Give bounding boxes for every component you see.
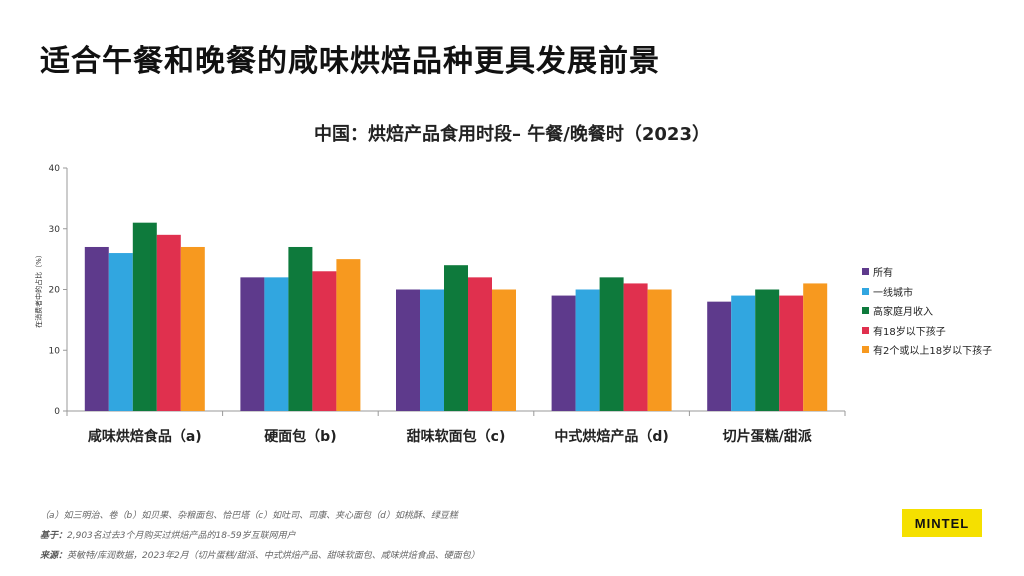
bar	[108, 253, 133, 411]
x-category-label: 中式烘焙产品（d)	[554, 428, 668, 445]
legend-item: 有2个或以上18岁以下孩子	[862, 340, 992, 360]
bar	[575, 289, 600, 411]
bar	[623, 283, 648, 411]
bar	[240, 277, 265, 411]
legend-label: 有18岁以下孩子	[873, 326, 946, 338]
bar	[84, 246, 109, 411]
footnote-source: 来源：英敏特/库润数据，2023年2月（切片蛋糕/甜派、中式烘焙产品、甜味软面包…	[40, 548, 480, 561]
bar	[492, 289, 516, 411]
bar	[180, 246, 205, 411]
chart-title: 中国：烘焙产品食用时段– 午餐/晚餐时（2023）	[314, 124, 710, 145]
y-tick-label: 10	[49, 346, 61, 356]
legend-item: 所有	[862, 262, 992, 282]
chart-legend: 所有一线城市高家庭月收入有18岁以下孩子有2个或以上18岁以下孩子	[862, 262, 992, 360]
bar	[803, 283, 828, 411]
legend-item: 有18岁以下孩子	[862, 321, 992, 341]
x-category-label: 切片蛋糕/甜派	[723, 428, 813, 445]
bar	[312, 271, 337, 411]
bar	[707, 301, 732, 411]
bar	[132, 222, 157, 411]
legend-label: 有2个或以上18岁以下孩子	[873, 346, 993, 358]
legend-swatch	[862, 268, 869, 276]
bar	[755, 289, 780, 411]
bar	[599, 277, 624, 411]
x-category-label: 甜味软面包（c)	[407, 428, 506, 445]
bar	[288, 246, 313, 411]
y-tick-label: 20	[49, 286, 61, 296]
bar	[156, 234, 181, 411]
bar	[444, 265, 468, 411]
footnote-source-text: 英敏特/库润数据，2023年2月（切片蛋糕/甜派、中式烘焙产品、甜味软面包、咸味…	[67, 551, 480, 561]
mintel-logo: MINTEL	[902, 509, 982, 537]
legend-item: 高家庭月收入	[862, 301, 992, 321]
bar	[264, 277, 289, 411]
y-axis-label: 在消费者中的占比（%）	[34, 251, 43, 328]
legend-swatch	[862, 346, 869, 354]
footnote-base-text: 2,903名过去3个月购买过烘焙产品的18-59岁互联网用户	[67, 531, 296, 541]
legend-swatch	[862, 287, 869, 295]
footnote-base: 基于：2,903名过去3个月购买过烘焙产品的18-59岁互联网用户	[40, 528, 296, 541]
bar-chart: 0 10 20 30 40 在消费者中的占比（%） 咸味烘焙食品（a) 硬面包（b) 甜味软面包…	[34, 164, 846, 445]
bar	[420, 289, 444, 411]
legend-item: 一线城市	[862, 282, 992, 302]
legend-label: 一线城市	[873, 287, 913, 299]
legend-swatch	[862, 326, 869, 334]
x-category-label: 咸味烘焙食品（a)	[88, 428, 202, 445]
bar	[731, 295, 756, 411]
bar	[647, 289, 672, 411]
legend-swatch	[862, 307, 869, 315]
bar	[551, 295, 576, 411]
x-category-label: 硬面包（b)	[264, 428, 336, 445]
y-tick-label: 40	[49, 164, 61, 174]
y-tick-label: 0	[54, 407, 60, 417]
page-headline: 适合午餐和晚餐的咸味烘焙品种更具发展前景	[40, 44, 660, 79]
footnote-source-label: 来源：	[40, 551, 68, 561]
bar	[396, 289, 420, 411]
footnote-base-label: 基于：	[40, 531, 68, 541]
footnote-examples: （a）如三明治、卷（b）如贝果、杂粮面包、恰巴塔（c）如吐司、司康、夹心面包（d…	[40, 511, 458, 521]
legend-label: 所有	[873, 268, 893, 280]
y-tick-label: 30	[49, 225, 61, 235]
bar	[336, 259, 361, 411]
bar	[468, 277, 492, 411]
bar	[779, 295, 804, 411]
legend-label: 高家庭月收入	[873, 307, 933, 319]
